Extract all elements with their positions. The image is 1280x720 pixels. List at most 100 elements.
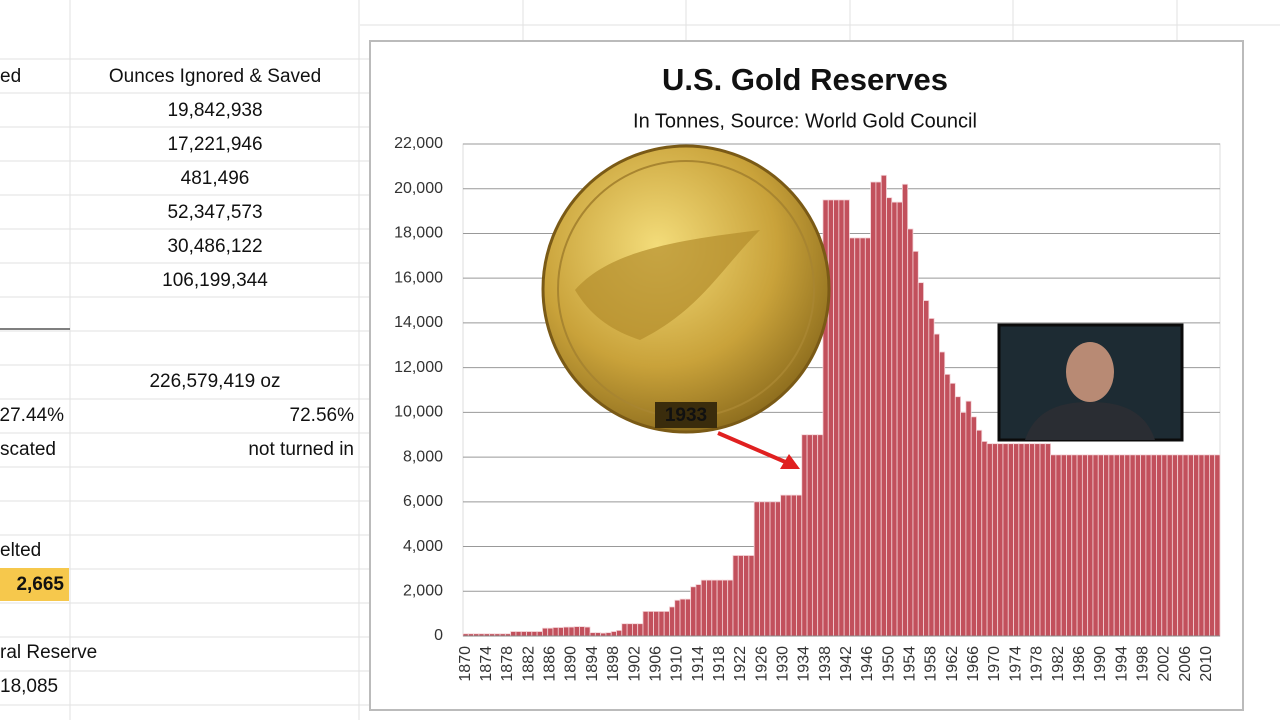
x-tick-label: 1914 (690, 646, 707, 682)
bar (520, 631, 527, 637)
bar (642, 611, 649, 637)
cell-text: 17,221,946 (167, 134, 262, 155)
bar (631, 623, 639, 637)
bar (817, 434, 824, 637)
bar (706, 579, 713, 637)
video-figure (1025, 402, 1155, 440)
bar (896, 201, 903, 637)
cell-text: 481,496 (181, 168, 250, 189)
bar (1177, 454, 1184, 637)
y-tick-label: 4,000 (403, 538, 443, 555)
cell-text: not turned in (248, 439, 354, 460)
bar (679, 598, 686, 637)
bar (901, 183, 909, 637)
y-tick-label: 6,000 (403, 493, 443, 510)
x-tick-label: 1890 (563, 646, 580, 682)
x-tick-label: 1870 (457, 646, 474, 682)
bar (716, 579, 723, 637)
bar (1198, 454, 1205, 637)
x-tick-label: 1950 (880, 646, 897, 682)
bar (711, 579, 718, 637)
bar (536, 631, 543, 637)
bar (526, 631, 533, 637)
bar (1156, 454, 1163, 637)
bar (1081, 454, 1089, 637)
bar (1187, 454, 1194, 637)
x-tick-label: 1910 (669, 646, 686, 682)
bar (1044, 443, 1052, 637)
bar (1108, 454, 1115, 637)
bar (875, 181, 882, 637)
bar (1103, 454, 1110, 637)
coin-plate (655, 402, 717, 428)
bar (737, 555, 744, 637)
bar (531, 631, 538, 637)
x-tick-label: 1918 (711, 646, 728, 682)
bar (806, 434, 813, 637)
bar (743, 555, 750, 637)
bar (674, 599, 681, 637)
bar (552, 627, 559, 637)
cell-text: elted (0, 540, 41, 561)
x-tick-label: 1882 (520, 646, 537, 682)
bar (796, 494, 803, 637)
x-tick-label: 2010 (1198, 646, 1215, 682)
bar (510, 631, 517, 637)
bar (626, 623, 633, 637)
x-tick-label: 1970 (986, 646, 1003, 682)
bar (1076, 454, 1083, 637)
bar (933, 333, 940, 637)
bar (928, 318, 935, 637)
bar (1214, 454, 1221, 637)
x-tick-label: 1986 (1071, 646, 1088, 682)
x-tick-label: 1958 (923, 646, 940, 682)
bar (1124, 454, 1131, 637)
bar (1140, 454, 1147, 637)
x-tick-label: 1934 (796, 646, 813, 682)
x-tick-label: 1926 (753, 646, 770, 682)
bar (1050, 454, 1057, 637)
bar (917, 282, 924, 637)
bar (997, 443, 1004, 637)
y-tick-label: 0 (434, 627, 443, 644)
x-tick-label: 1998 (1134, 646, 1151, 682)
cell-text: scated (0, 439, 56, 460)
x-tick-label: 1942 (838, 646, 855, 682)
x-tick-label: 1906 (647, 646, 664, 682)
bar (542, 627, 549, 637)
cell-text: 18,085 (0, 676, 58, 697)
cell-text: 19,842,938 (167, 100, 262, 121)
bar (663, 611, 670, 637)
bar (1013, 443, 1020, 637)
bar (991, 443, 999, 637)
bar (880, 174, 887, 637)
bar (515, 631, 522, 637)
bar (695, 584, 702, 637)
bar (780, 494, 787, 637)
bar (759, 501, 766, 637)
x-tick-label: 1898 (605, 646, 622, 682)
bar (594, 632, 602, 637)
bar (1113, 454, 1120, 637)
x-tick-label: 1930 (774, 646, 791, 682)
bar (557, 627, 564, 637)
y-tick-label: 20,000 (394, 180, 443, 197)
y-tick-label: 18,000 (394, 225, 443, 242)
bar (827, 199, 834, 637)
arrow-head (780, 454, 800, 469)
bar (870, 181, 877, 637)
bar (912, 250, 919, 637)
x-tick-label: 1874 (478, 646, 495, 682)
x-tick-label: 1974 (1007, 646, 1024, 682)
bar (907, 228, 914, 637)
bar (732, 555, 739, 637)
bar (785, 494, 792, 637)
bar (1166, 454, 1173, 637)
x-tick-label: 1962 (944, 646, 961, 682)
cell-text: 106,199,344 (162, 270, 268, 291)
bar (610, 631, 617, 637)
x-tick-label: 1966 (965, 646, 982, 682)
x-tick-label: 1922 (732, 646, 749, 682)
bar (589, 632, 596, 637)
